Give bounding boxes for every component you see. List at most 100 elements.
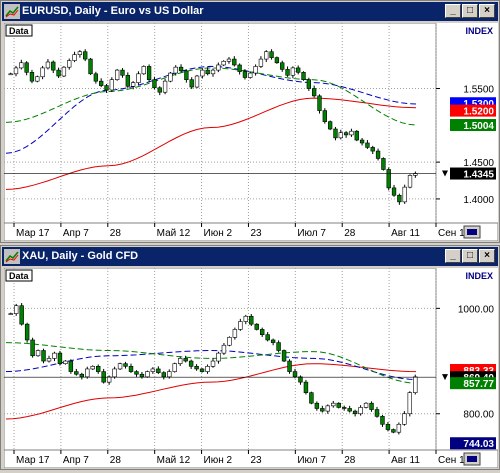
eurusd-chart-window[interactable]: EURUSD, Daily - Euro vs US Dollar _ □ × … (0, 0, 500, 243)
candle-body (343, 132, 349, 136)
candle-body (298, 376, 303, 383)
candle-body (51, 61, 56, 71)
candle-body (317, 95, 322, 111)
price-tag (450, 119, 496, 132)
maximize-button[interactable]: □ (462, 4, 478, 18)
candle-body (8, 313, 13, 315)
candle-body (301, 72, 306, 80)
moving-average-red (5, 97, 417, 190)
candle-body (221, 60, 226, 66)
candle-body (46, 358, 52, 362)
candle-body (35, 350, 41, 357)
candle-body (45, 61, 51, 69)
time-label: Сен 1 (438, 228, 465, 239)
candle-body (253, 66, 258, 74)
index-label: INDEX (465, 26, 493, 36)
minimize-button[interactable]: _ (445, 249, 461, 263)
candle-body (130, 82, 136, 87)
moving-average-green (5, 67, 417, 126)
candle-body (331, 402, 336, 407)
time-label: Июн 2 (204, 455, 233, 466)
time-label: 28 (344, 228, 356, 239)
candle-body (341, 407, 347, 409)
candle-body (402, 413, 407, 425)
price-chart[interactable]: Мар 17 Апр 7 28 Май 12 Июн 2 23 Июл 7 28 Авг 11 С… (3, 267, 499, 469)
xau-chart-window[interactable]: XAU, Daily - Gold CFD _ □ × Мар 17 Апр 7 2… (0, 245, 500, 470)
time-label: Май 12 (157, 455, 191, 466)
time-label: Апр 7 (63, 228, 89, 239)
candle-body (327, 121, 333, 130)
close-button[interactable]: × (479, 249, 495, 263)
window-titlebar[interactable]: EURUSD, Daily - Euro vs US Dollar _ □ × (2, 2, 498, 21)
candle-body (194, 75, 200, 88)
candle-body (385, 423, 391, 430)
candle-body (141, 66, 146, 75)
candle-body (13, 305, 19, 314)
candle-body (259, 329, 265, 335)
candle-body (189, 79, 194, 88)
candle-body (120, 69, 125, 76)
candle-body (221, 344, 227, 354)
current-price-arrow (442, 170, 448, 177)
candle-body (145, 371, 150, 378)
panel-label: Data (9, 26, 30, 36)
candle-body (407, 392, 413, 415)
candle-body (114, 69, 120, 80)
candle-body (391, 187, 397, 196)
minimize-button[interactable]: _ (445, 4, 461, 18)
price-scale (436, 268, 498, 450)
candle-body (85, 368, 90, 378)
candle-body (391, 429, 396, 433)
candle-body (407, 175, 413, 188)
candle-body (194, 366, 199, 370)
candle-body (72, 54, 77, 61)
time-label: Июн 2 (204, 228, 233, 239)
candle-body (216, 64, 221, 71)
moving-average-blue (5, 65, 417, 154)
candle-body (320, 408, 325, 412)
maximize-button[interactable]: □ (462, 249, 478, 263)
candle-body (199, 368, 205, 372)
candle-body (358, 407, 363, 415)
price-tag (450, 167, 496, 180)
candle-body (152, 79, 157, 89)
candle-body (188, 360, 194, 367)
candle-body (99, 80, 104, 86)
time-label: 23 (250, 455, 262, 466)
candle-body (146, 66, 152, 80)
scale-toggle-icon-glyph (467, 456, 477, 462)
window-titlebar[interactable]: XAU, Daily - Gold CFD _ □ × (2, 247, 498, 266)
price-chart[interactable]: Мар 17 Апр 7 28 Май 12 Июн 2 23 Июл 7 28 Авг 11 С… (3, 22, 499, 242)
candle-body (178, 66, 184, 72)
candle-body (52, 352, 57, 359)
moving-average-blue (5, 349, 417, 380)
candle-body (104, 85, 109, 91)
time-label: Сен 1 (438, 455, 465, 466)
price-label: 1.4500 (463, 158, 494, 169)
candle-body (380, 416, 385, 425)
candle-body (101, 371, 106, 383)
time-label: 28 (110, 455, 122, 466)
candle-body (40, 67, 45, 78)
candle-body (106, 376, 112, 383)
candle-body (30, 339, 35, 357)
candle-body (363, 402, 369, 408)
candle-body (276, 342, 281, 351)
candle-body (232, 329, 238, 338)
price-label: 1000.00 (458, 304, 495, 315)
close-button[interactable]: × (479, 4, 495, 18)
candle-body (205, 69, 210, 75)
candle-body (136, 73, 141, 83)
candle-body (359, 139, 365, 144)
candle-body (375, 150, 381, 159)
candle-body (397, 194, 402, 203)
candle-body (67, 60, 72, 68)
candle-body (139, 373, 145, 378)
candle-body (83, 51, 88, 60)
price-tag-label: 1.5004 (463, 121, 494, 132)
candle-body (117, 363, 123, 370)
candle-body (112, 368, 117, 378)
index-label-box (446, 25, 496, 36)
candle-body (280, 62, 285, 70)
candle-body (216, 352, 221, 362)
